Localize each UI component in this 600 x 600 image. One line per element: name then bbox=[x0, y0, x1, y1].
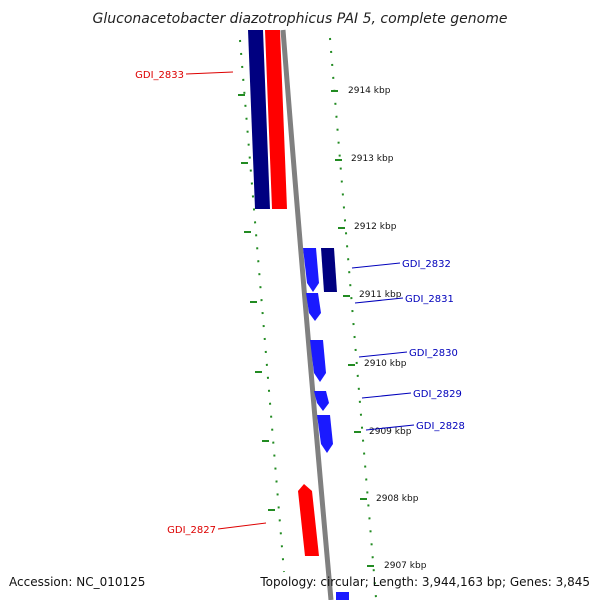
outer-major-ticks bbox=[331, 90, 374, 567]
scale-label-2909: 2909 kbp bbox=[369, 427, 412, 437]
outer-tick-ring bbox=[329, 37, 377, 599]
feature-gdi-2827 bbox=[298, 484, 319, 556]
feature-bottom-partial bbox=[336, 592, 349, 600]
label-leaders bbox=[185, 71, 415, 530]
gene-label-gdi-2831[interactable]: GDI_2831 bbox=[405, 294, 454, 305]
gene-features bbox=[248, 30, 349, 600]
accession-text: Accession: NC_010125 bbox=[9, 575, 145, 589]
genome-backbone bbox=[280, 29, 334, 600]
gene-labels: GDI_2833 GDI_2832 GDI_2831 GDI_2830 GDI_… bbox=[135, 70, 465, 536]
gene-label-gdi-2830[interactable]: GDI_2830 bbox=[409, 348, 458, 359]
scale-label-2913: 2913 kbp bbox=[351, 154, 394, 164]
scale-labels: 2914 kbp 2913 kbp 2912 kbp 2911 kbp 2910… bbox=[348, 86, 427, 571]
feature-gdi-2829 bbox=[314, 391, 329, 411]
gene-label-gdi-2829[interactable]: GDI_2829 bbox=[413, 389, 462, 400]
scale-label-2907: 2907 kbp bbox=[384, 561, 427, 571]
inner-major-ticks bbox=[238, 94, 275, 511]
scale-label-2908: 2908 kbp bbox=[376, 494, 419, 504]
feature-gdi-2828 bbox=[317, 415, 333, 453]
feature-gdi-2832 bbox=[321, 248, 337, 292]
feature-gdi-2833 bbox=[265, 30, 287, 209]
feature-gdi-2830 bbox=[310, 340, 326, 382]
gene-label-gdi-2828[interactable]: GDI_2828 bbox=[416, 421, 465, 432]
map-title: Gluconacetobacter diazotrophicus PAI 5, … bbox=[93, 11, 508, 27]
genome-summary-text: Topology: circular; Length: 3,944,163 bp… bbox=[259, 575, 590, 589]
feature-gdi-2831 bbox=[306, 293, 321, 321]
scale-label-2914: 2914 kbp bbox=[348, 86, 391, 96]
feature-blue-2832a bbox=[303, 248, 319, 292]
gene-label-gdi-2832[interactable]: GDI_2832 bbox=[402, 259, 451, 270]
gene-label-gdi-2833[interactable]: GDI_2833 bbox=[135, 70, 184, 81]
scale-label-2910: 2910 kbp bbox=[364, 359, 407, 369]
scale-label-2912: 2912 kbp bbox=[354, 222, 397, 232]
gene-label-gdi-2827[interactable]: GDI_2827 bbox=[167, 525, 216, 536]
feature-dark-blue-long bbox=[248, 30, 270, 209]
scale-label-2911: 2911 kbp bbox=[359, 290, 402, 300]
